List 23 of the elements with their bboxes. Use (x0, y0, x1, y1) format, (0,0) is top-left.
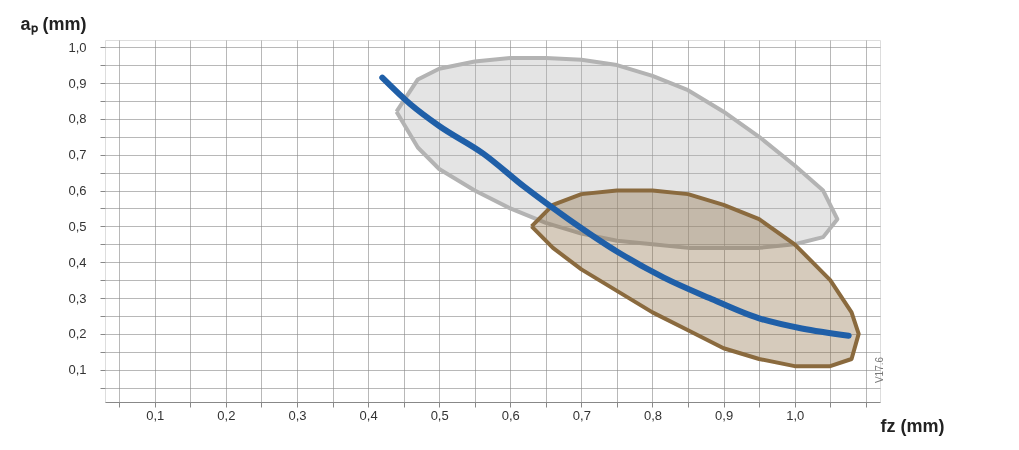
y-tick-label: 0,1 (68, 362, 87, 378)
x-tick-label: 0,4 (359, 407, 378, 423)
x-tick-label: 1,0 (786, 407, 805, 423)
x-axis-title: fz (mm) (880, 415, 945, 436)
x-tick-label: 0,5 (430, 407, 449, 423)
y-tick-label: 0,7 (68, 147, 87, 163)
y-tick-label: 0,6 (68, 183, 87, 199)
x-tick-label: 0,3 (288, 407, 307, 423)
y-tick-label: 0,9 (68, 75, 87, 91)
y-tick-label: 0,4 (68, 254, 87, 270)
y-tick-label: 0,3 (68, 290, 87, 306)
x-tick-label: 0,6 (501, 407, 520, 423)
y-tick-label: 1,0 (68, 39, 87, 55)
x-tick-label: 0,8 (643, 407, 663, 423)
y-tick-label: 0,2 (68, 326, 87, 342)
x-tick-label: 0,9 (715, 407, 734, 423)
y-tick-label: 0,5 (68, 218, 87, 234)
y-tick-label: 0,8 (68, 111, 87, 127)
annotation: V17.6 (874, 356, 885, 384)
x-tick-label: 0,7 (572, 407, 591, 423)
x-tick-label: 0,2 (217, 407, 236, 423)
y-axis-title: aₚ (mm) (20, 13, 87, 35)
x-tick-label: 0,1 (146, 407, 165, 423)
